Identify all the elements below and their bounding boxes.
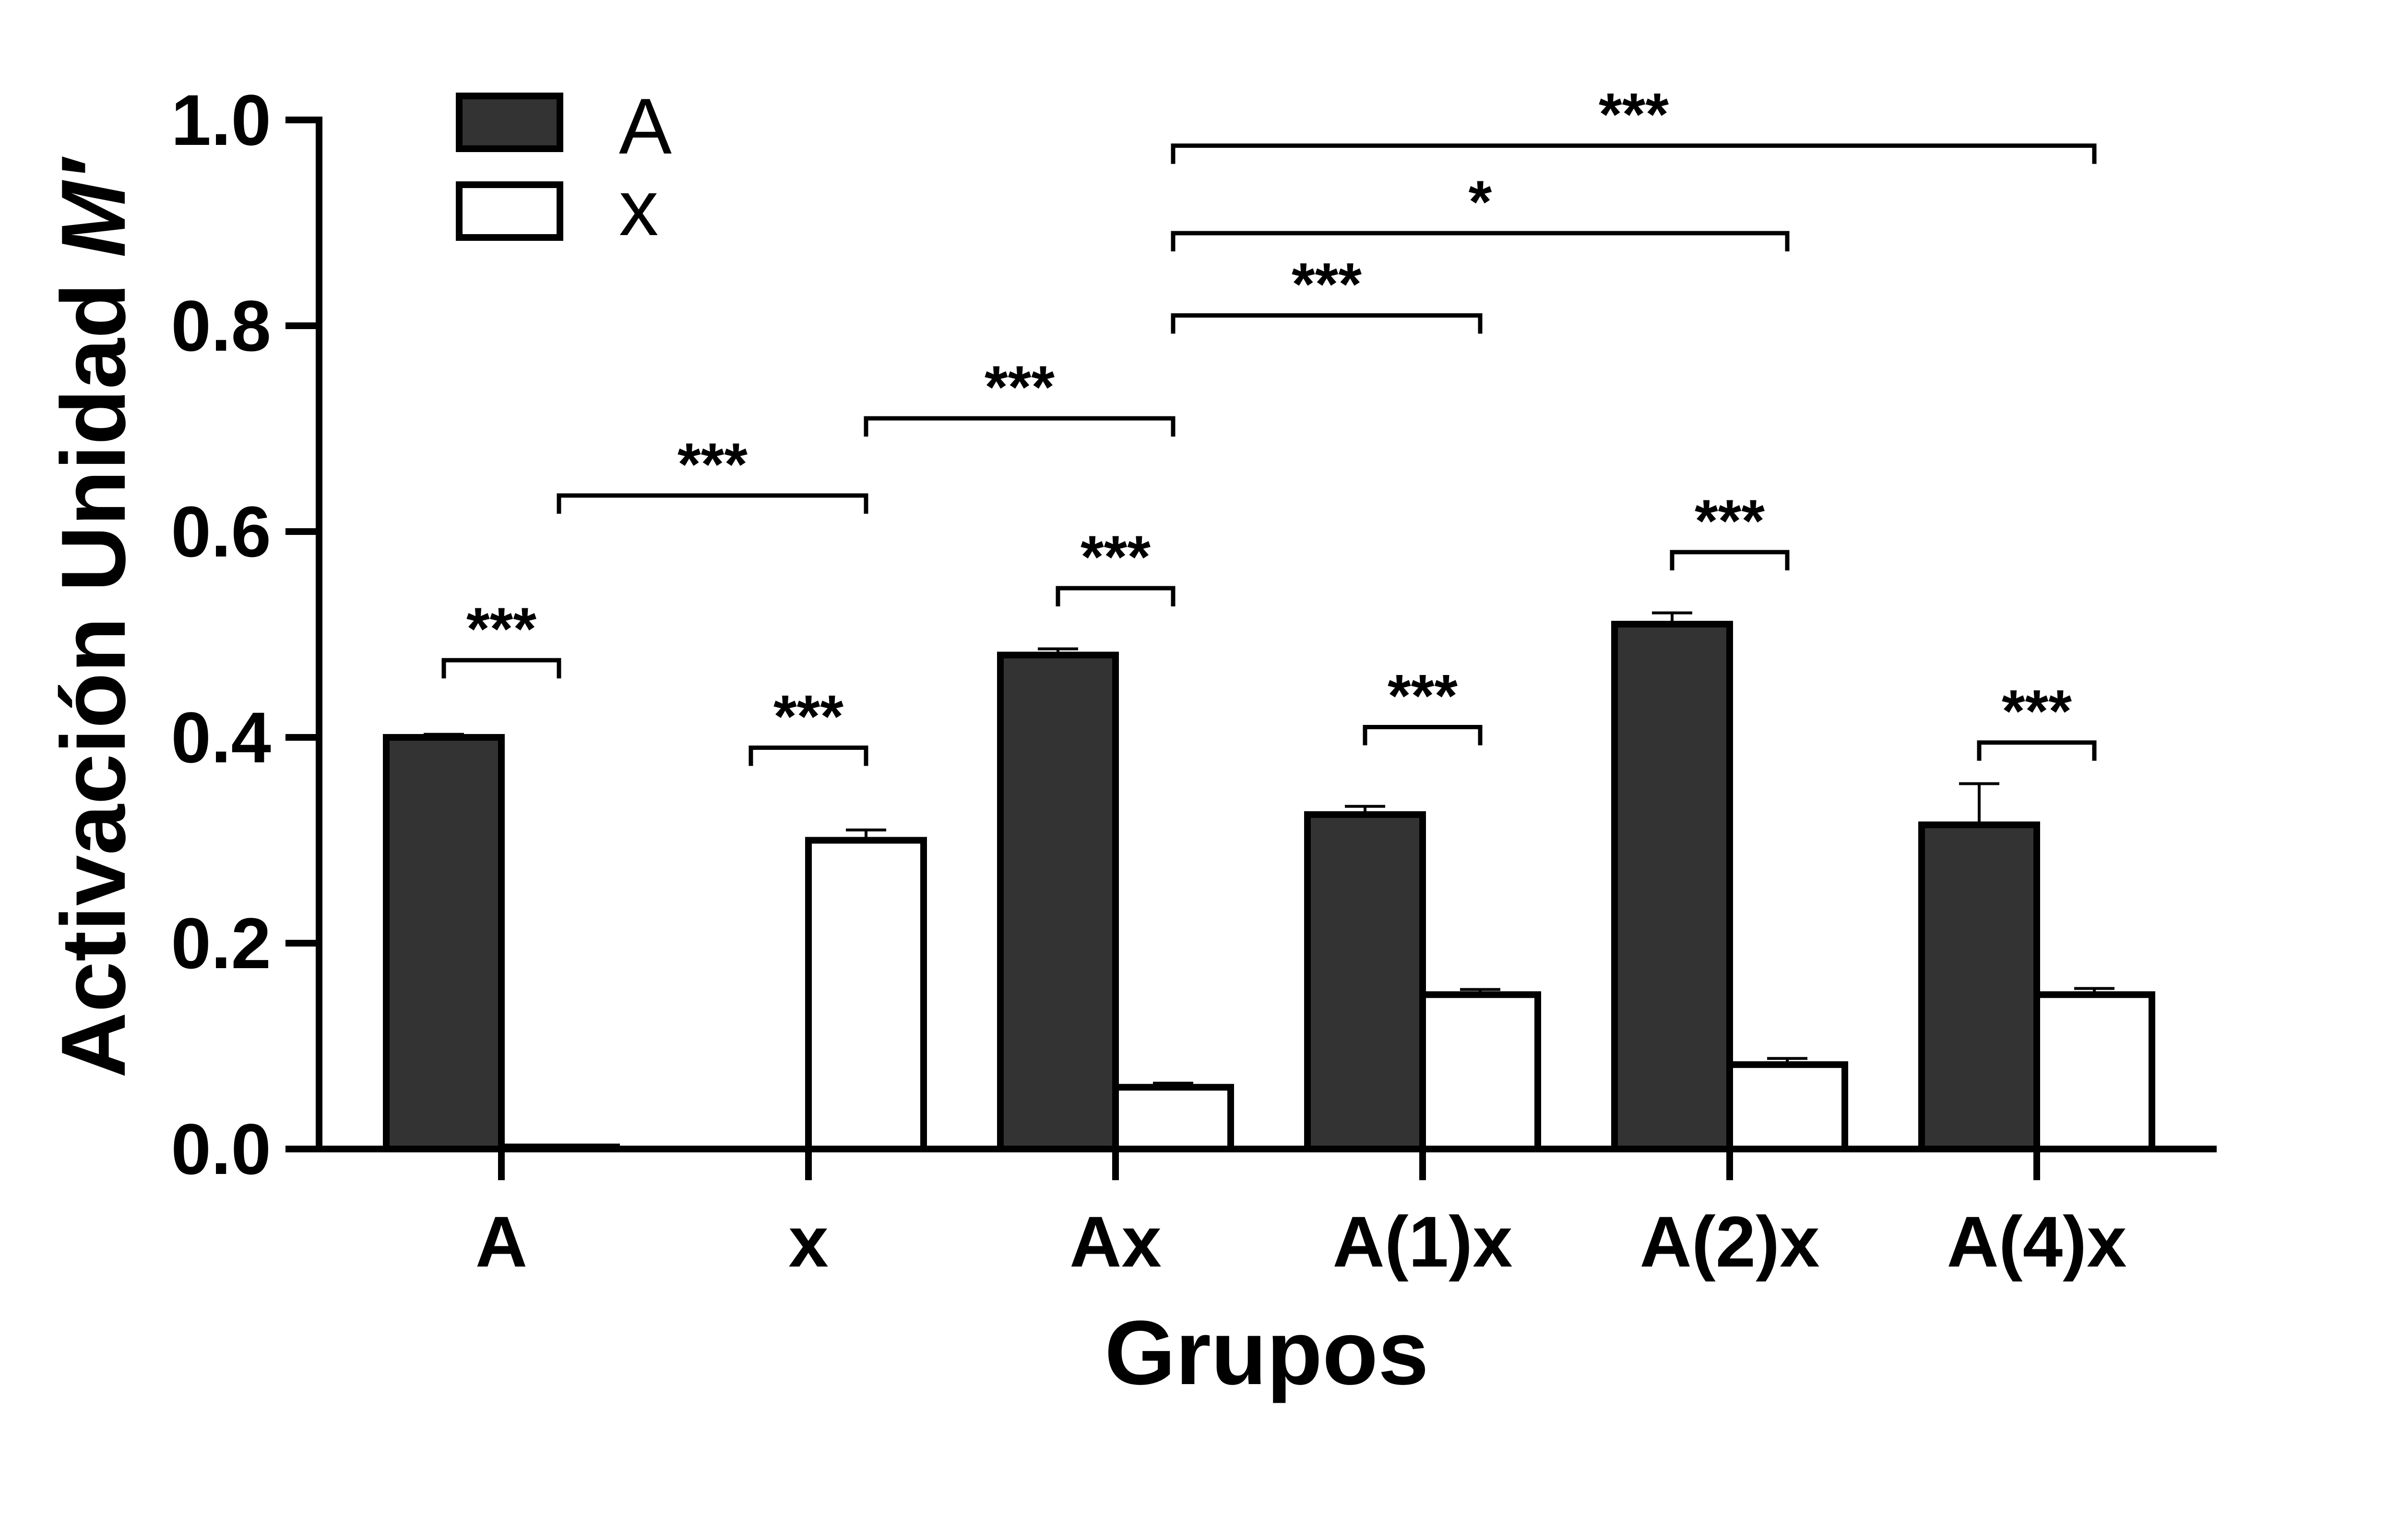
y-axis-title-prefix: Activación Unidad	[43, 258, 144, 1078]
y-axis-title-italic: M′	[43, 156, 144, 258]
x-tick-label: A(4)x	[1947, 1201, 2126, 1282]
y-tick-label: 0.2	[171, 903, 271, 983]
legend-label-x: x	[619, 164, 659, 252]
significance-bracket	[864, 416, 1176, 437]
significance-label: ***	[985, 354, 1055, 421]
significance-brackets: *******************************	[441, 82, 2097, 766]
significance-label: ***	[1292, 251, 1362, 318]
y-tick-label: 0.6	[171, 491, 271, 572]
significance-label: ***	[1388, 663, 1458, 730]
bar	[1419, 991, 1541, 1152]
significance-bracket	[1171, 143, 2097, 164]
significance-label: ***	[1081, 524, 1151, 591]
bar	[1726, 1061, 1848, 1153]
significance-label: ***	[466, 596, 536, 663]
bar	[1611, 621, 1733, 1152]
legend-label-a: A	[619, 82, 672, 170]
significance-label: *	[1469, 169, 1492, 236]
bar	[383, 734, 505, 1152]
significance-label: ***	[1599, 82, 1669, 148]
bar	[1918, 821, 2040, 1152]
significance-bracket	[1977, 740, 2097, 761]
bar	[1112, 1084, 1234, 1153]
axes: 0.00.20.40.60.81.0A x Ax A(1)x A(2)x A(4)x	[171, 80, 2217, 1282]
significance-bracket	[557, 493, 868, 514]
bar	[997, 652, 1119, 1152]
bar	[805, 837, 927, 1152]
significance-bracket	[1363, 725, 1483, 746]
significance-label: ***	[2002, 678, 2072, 745]
x-tick-label: Ax	[1069, 1201, 1162, 1282]
legend-swatch-a	[456, 93, 563, 152]
x-tick-label: x	[788, 1201, 828, 1282]
significance-label: ***	[677, 431, 748, 498]
x-tick-label: A(1)x	[1332, 1201, 1512, 1282]
legend: A x	[456, 82, 672, 252]
significance-bracket	[748, 745, 868, 766]
bar	[2033, 991, 2155, 1152]
significance-label: ***	[773, 683, 843, 750]
significance-bracket	[441, 658, 561, 679]
y-tick-label: 0.4	[171, 697, 271, 778]
significance-bracket	[1171, 313, 1483, 334]
y-tick-label: 0.0	[171, 1109, 271, 1189]
significance-label: ***	[1695, 488, 1765, 555]
x-axis-title: Grupos	[1104, 1302, 1429, 1404]
significance-bracket	[1670, 550, 1790, 570]
x-tick-label: A	[475, 1201, 527, 1282]
bar	[1304, 811, 1426, 1152]
legend-swatch-x	[456, 181, 563, 241]
x-tick-label: A(2)x	[1639, 1201, 1819, 1282]
significance-bracket	[1056, 586, 1176, 606]
y-tick-label: 1.0	[171, 80, 271, 160]
y-tick-label: 0.8	[171, 285, 271, 366]
significance-bracket	[1171, 231, 1790, 251]
y-axis-title: Activación Unidad M′	[43, 156, 144, 1078]
bars	[383, 611, 2155, 1153]
